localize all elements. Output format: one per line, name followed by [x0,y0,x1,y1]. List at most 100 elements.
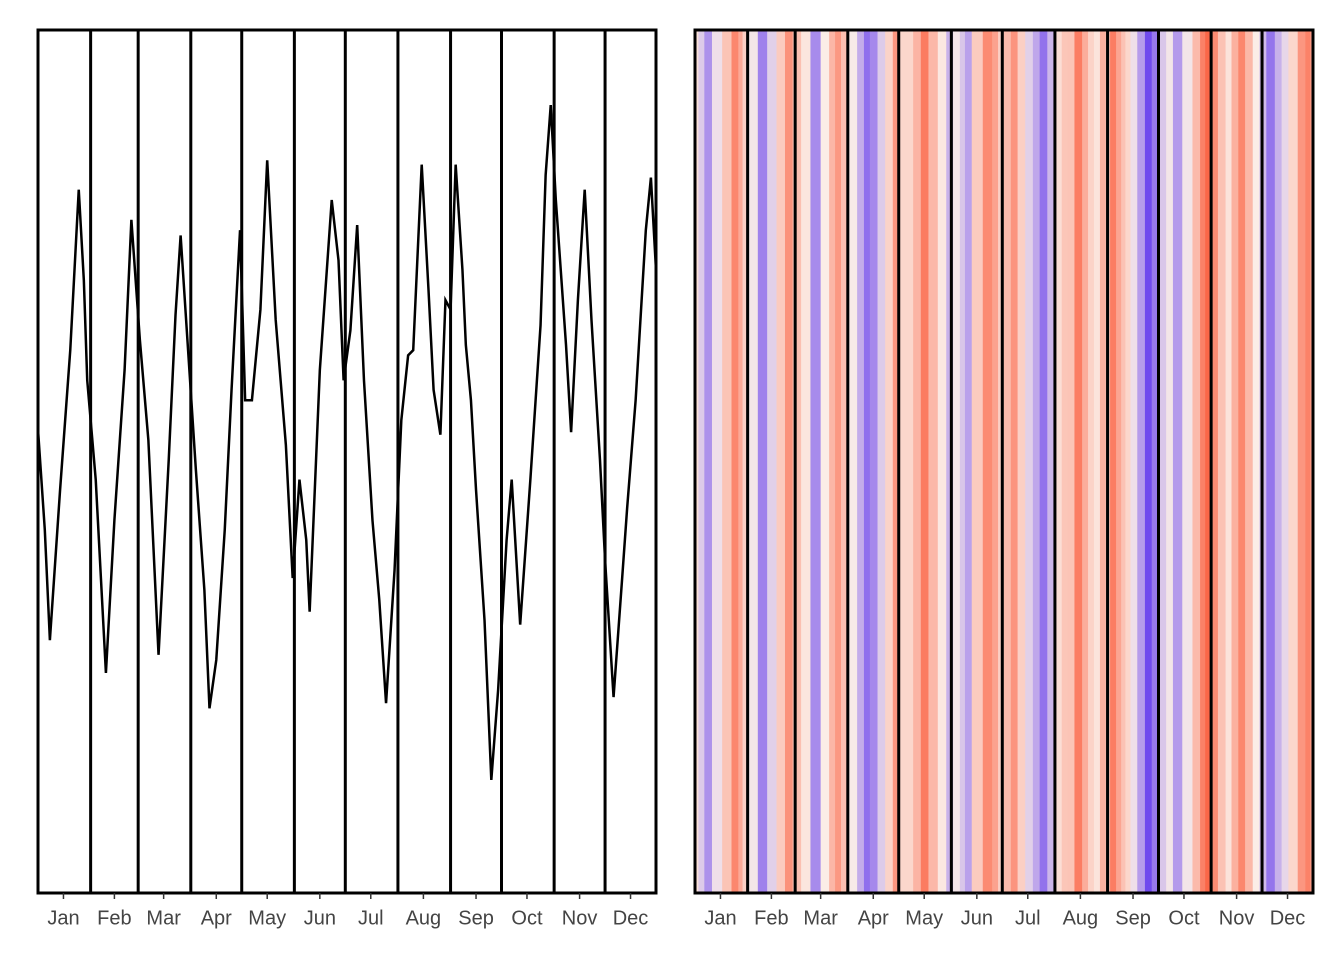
x-tick-label: Dec [613,907,649,929]
stripe [877,30,886,893]
stripe [959,30,966,893]
x-tick-label: Aug [1063,907,1099,929]
stripe [1172,30,1183,893]
stripe [920,30,930,893]
stripe [1121,30,1126,893]
stripe [704,30,713,893]
stripe [1231,30,1239,893]
stripe [1281,30,1289,893]
stripe [1067,30,1076,893]
stripe [905,30,914,893]
stripe [1166,30,1174,893]
stripe [1238,30,1246,893]
stripe [1252,30,1261,893]
stripe [829,30,836,893]
stripe [928,30,939,893]
stripe [1288,30,1299,893]
stripe [1088,30,1095,893]
stripe [899,30,907,893]
stripe [1054,30,1063,893]
stripe [738,30,744,893]
x-tick-label: Jun [961,907,993,929]
stripe [1017,30,1026,893]
stripe [1047,30,1056,893]
x-tick-label: Jul [1015,907,1041,929]
stripe [784,30,794,893]
x-tick-label: Jul [358,907,384,929]
stripe [848,30,858,893]
stripe [711,30,723,893]
stripe [1032,30,1041,893]
stripe [820,30,830,893]
stripe [835,30,842,893]
stripe [913,30,922,893]
stripe [792,30,802,893]
stripe [1025,30,1034,893]
x-tick-label: Oct [1168,907,1200,929]
stripe [722,30,733,893]
x-tick-label: Mar [146,907,181,929]
stripe [1192,30,1201,893]
stripe [992,30,999,893]
stripe [1061,30,1069,893]
x-tick-label: Mar [803,907,838,929]
x-tick-label: Sep [458,907,494,929]
stripe [757,30,768,893]
stripe [1130,30,1138,893]
x-tick-label: Nov [1219,907,1255,929]
plot-frame [693,28,1315,895]
stripe [1116,30,1122,893]
stripe [1217,30,1227,893]
stripe [1200,30,1206,893]
stripe [1297,30,1306,893]
stripe [982,30,993,893]
stripe [742,30,750,893]
x-tick-label: May [248,907,286,929]
stripe [1305,30,1312,893]
stripe [863,30,871,893]
stripe [1082,30,1089,893]
stripe [885,30,894,893]
x-tick-label: Feb [754,907,788,929]
stripe [1205,30,1211,893]
stripe [1004,30,1012,893]
stripe [1274,30,1283,893]
x-tick-label: Dec [1270,907,1306,929]
stripe [841,30,850,893]
x-tick-label: May [905,907,943,929]
stripe [953,30,961,893]
stripe [810,30,822,893]
stripe [731,30,739,893]
stripe [1137,30,1146,893]
stripe [698,30,705,893]
stripe [1074,30,1083,893]
stripe [1151,30,1160,893]
x-tick-label: Apr [201,907,232,929]
stripe [801,30,812,893]
stripe [1010,30,1019,893]
stripe [964,30,973,893]
x-tick-label: Aug [406,907,442,929]
x-tick-label: Oct [511,907,543,929]
stripe [1039,30,1048,893]
stripe [857,30,865,893]
x-tick-label: Jan [47,907,79,929]
line [36,104,658,781]
stripe [869,30,879,893]
stripe [748,30,759,893]
stripe [937,30,947,893]
stripe [1159,30,1167,893]
x-tick-label: Feb [97,907,131,929]
stripe [767,30,778,893]
stripe [1210,30,1219,893]
stripe [1245,30,1254,893]
stripe [892,30,901,893]
stripe [1144,30,1153,893]
stripe [1225,30,1233,893]
stripe [1125,30,1132,893]
stripe [1099,30,1106,893]
x-tick-label: Apr [858,907,889,929]
stripe [1266,30,1276,893]
